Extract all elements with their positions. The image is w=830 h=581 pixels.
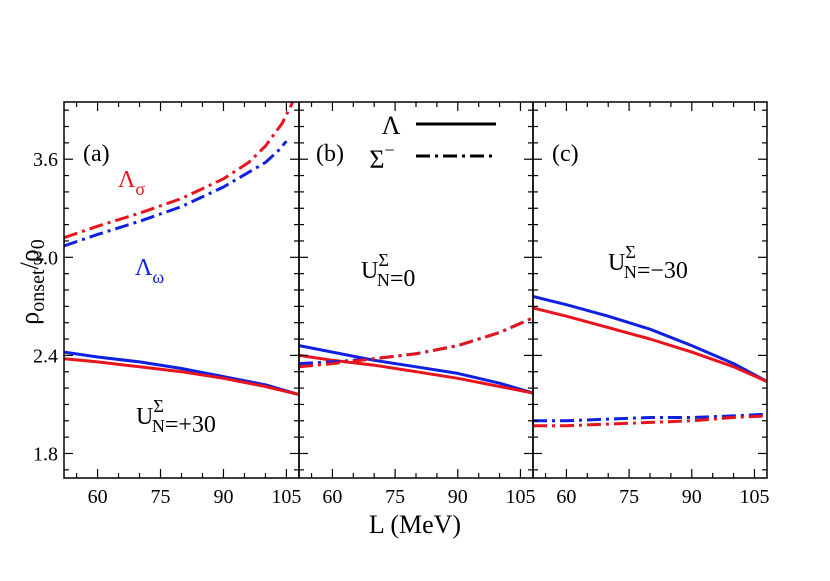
series-blue-solid-line (64, 350, 299, 397)
x-tick-label: 60 (556, 486, 576, 508)
series-group (533, 295, 767, 428)
series-red-solid-line (64, 357, 299, 397)
x-tick-label: 75 (619, 486, 639, 508)
x-tick-label: 105 (739, 486, 769, 508)
series-red-dash-dot-line (533, 414, 767, 428)
panel-2: 60 75 90 105 (b) UΣ N=0 (298, 101, 535, 508)
x-tick-label: 90 (682, 486, 702, 508)
legend-lambda-label: Λ (382, 111, 401, 140)
annotation-potential: UΣ N=−30 (608, 242, 688, 284)
series-red-solid-line (533, 306, 767, 383)
y-tick-label: 1.8 (33, 443, 58, 465)
panel-label: (b) (316, 141, 344, 167)
x-tick-label: 105 (505, 486, 535, 508)
legend: Λ Σ− (369, 111, 496, 174)
panel-3: 60 75 90 105 (c) UΣ N=−30 (532, 101, 769, 508)
panel-1: 60 75 90 105 1.8 2.4 3.0 3.6 (a) Λσ Λω UΣ N=+30 (33, 101, 301, 508)
x-tick-label: 75 (385, 486, 405, 508)
series-group (299, 316, 533, 395)
x-tick-label: 90 (448, 486, 468, 508)
series-red-solid-line (299, 353, 533, 395)
annotation-lambda_omega: Λω (135, 255, 164, 287)
panels: 60 75 90 105 1.8 2.4 3.0 3.6 (a) Λσ Λω UΣ N=+30 60 75 9… (33, 101, 769, 508)
y-tick-label: 3.6 (33, 149, 58, 171)
annotation-lambda_sigma: Λσ (118, 167, 145, 199)
annotation-potential: UΣ N=0 (361, 250, 415, 292)
x-tick-label: 90 (213, 486, 233, 508)
annotation-potential: UΣ N=+30 (136, 396, 216, 438)
x-axis-label: L (MeV) (369, 510, 461, 539)
x-tick-label: 75 (151, 486, 171, 508)
panel-label: (c) (552, 141, 579, 167)
x-tick-label: 105 (271, 486, 301, 508)
series-red-dash-dot-line (64, 102, 295, 240)
y-tick-label: 2.4 (33, 345, 58, 367)
legend-sigma-label: Σ− (369, 140, 394, 174)
series-blue-dash-dot-line (533, 412, 767, 423)
y-axis-label: ρonset/ρ0 (15, 239, 49, 324)
series-blue-solid-line (299, 344, 533, 395)
y-tick-label: 3.0 (33, 247, 58, 269)
series-group (64, 102, 299, 397)
x-tick-label: 60 (322, 486, 342, 508)
series-blue-dash-dot-line (64, 140, 288, 248)
series-red-dash-dot-line (299, 316, 533, 369)
x-tick-label: 60 (88, 486, 108, 508)
series-blue-solid-line (533, 295, 767, 383)
panel-label: (a) (83, 141, 110, 167)
